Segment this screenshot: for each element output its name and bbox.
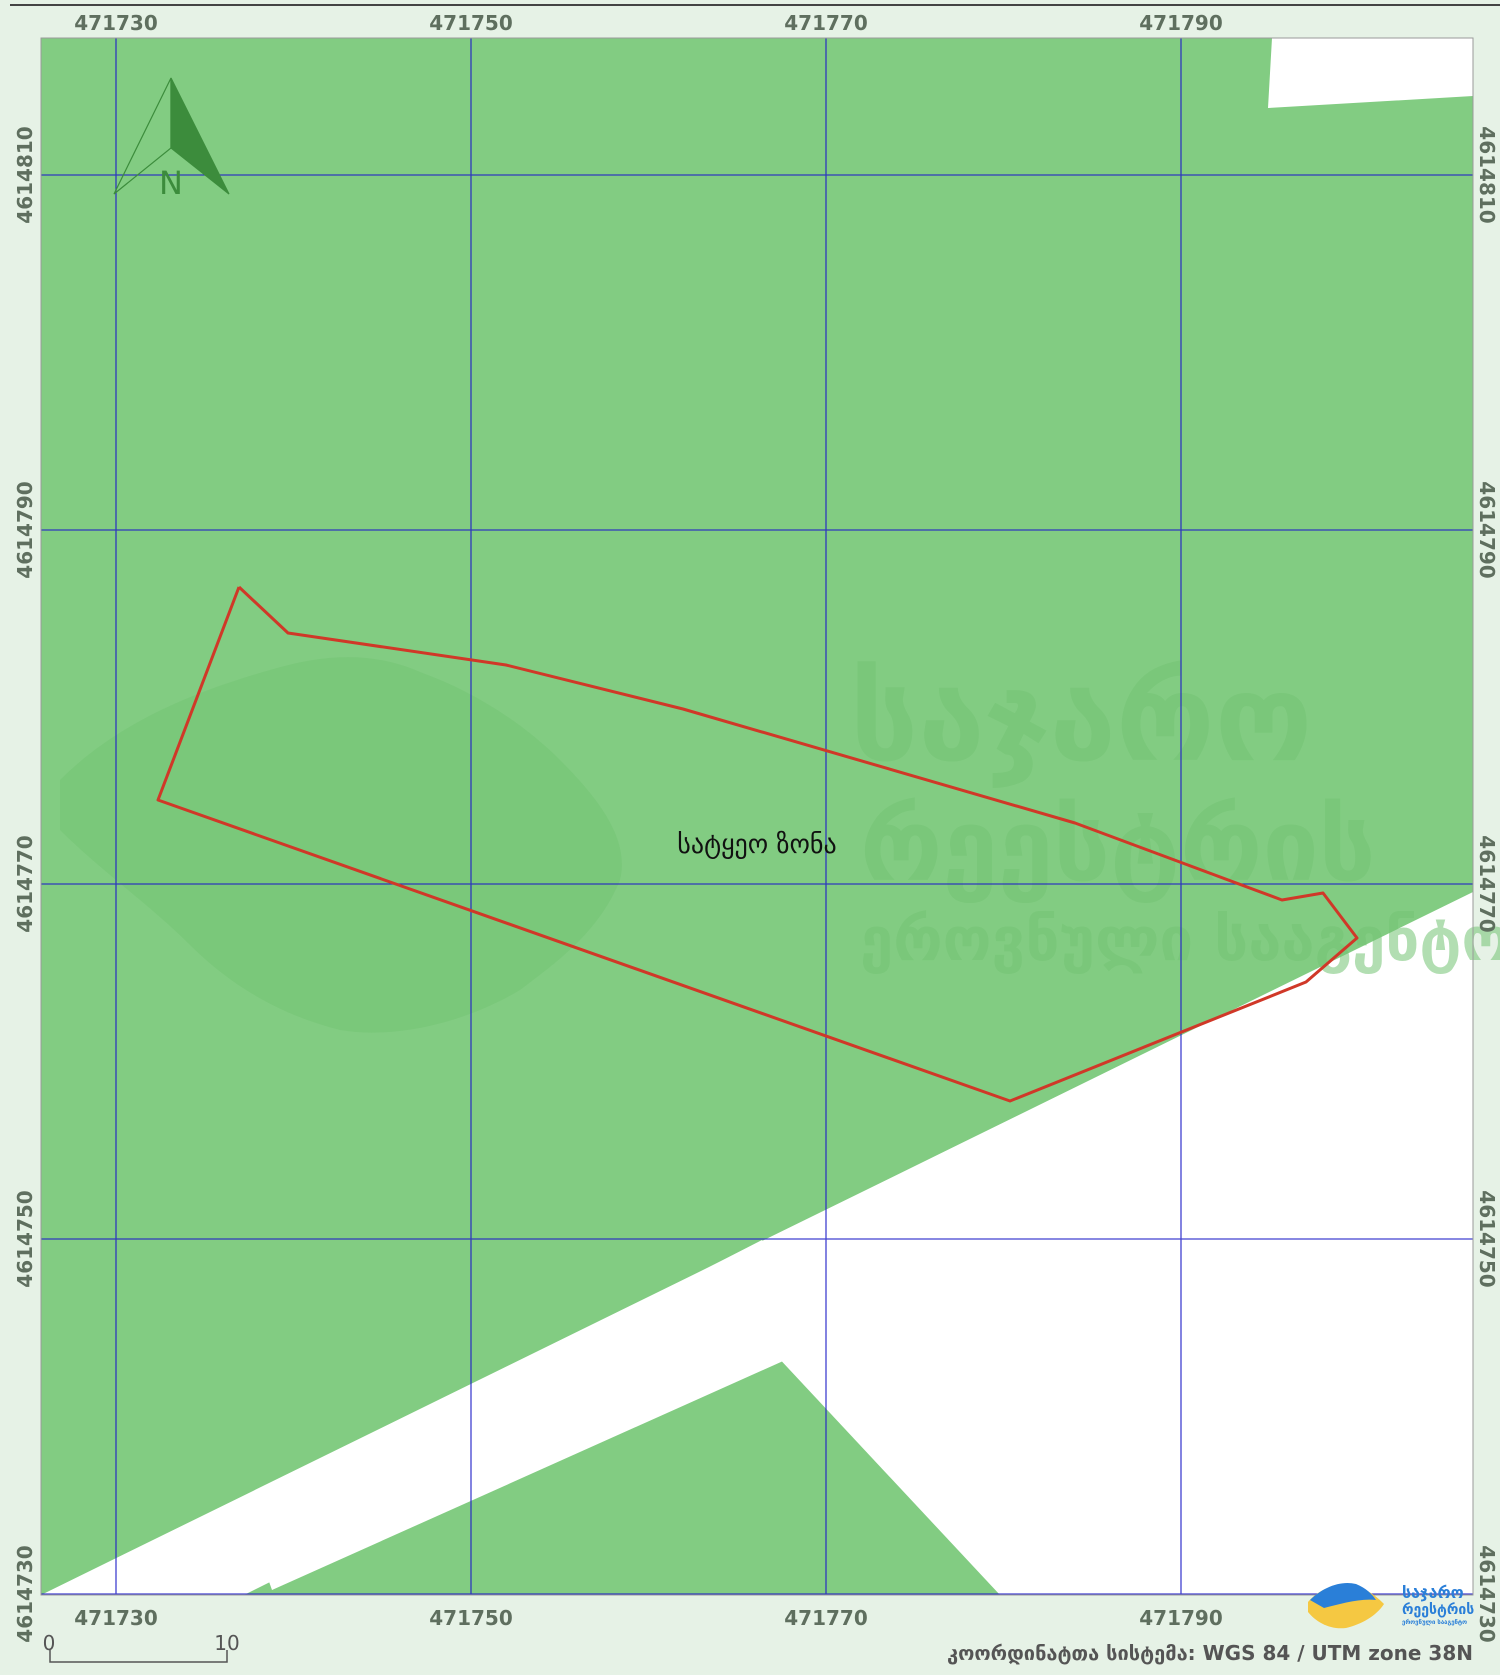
zone-label: სატყეო ზონა xyxy=(677,830,836,860)
easting-label-top: 471750 xyxy=(429,11,513,35)
easting-labels-bottom: 471730 471750 471770 471790 xyxy=(74,1606,1223,1630)
coordinate-grid xyxy=(41,38,1473,1595)
northing-labels-left: 4614810 4614790 4614770 4614750 4614730 xyxy=(13,126,37,1642)
easting-label-top: 471730 xyxy=(74,11,158,35)
forest-area-white-gap xyxy=(242,1240,830,1590)
scale-bar: 0 10 xyxy=(43,1631,240,1663)
easting-label-bottom: 471790 xyxy=(1139,1606,1223,1630)
northing-label-left: 4614770 xyxy=(13,835,37,932)
northing-labels-right: 4614810 4614790 4614770 4614750 4614730 xyxy=(1475,126,1499,1642)
parcel-outline xyxy=(156,585,1359,1103)
agency-logo-line-3: ეროვნული სააგენტო xyxy=(1402,1619,1467,1626)
agency-logo-line-1: საჯარო xyxy=(1402,1583,1464,1602)
northing-label-right: 4614790 xyxy=(1475,481,1499,578)
easting-label-top: 471770 xyxy=(784,11,868,35)
agency-logo: საჯარო რეესტრის ეროვნული სააგენტო xyxy=(1308,1582,1474,1629)
agency-logo-line-2: რეესტრის xyxy=(1402,1602,1474,1618)
watermark-line-1: საჯარო xyxy=(850,650,1312,789)
easting-label-bottom: 471750 xyxy=(429,1606,513,1630)
easting-label-bottom: 471730 xyxy=(74,1606,158,1630)
north-arrow-right-half xyxy=(170,77,230,195)
northing-label-right: 4614730 xyxy=(1475,1545,1499,1642)
forest-area-main xyxy=(41,38,1473,1595)
watermark-line-3: ეროვნული სააგენტო xyxy=(860,905,1500,975)
coordinate-system-text: კოორდინატთა სისტემა: WGS 84 / UTM zone 3… xyxy=(947,1641,1473,1665)
easting-label-bottom: 471770 xyxy=(784,1606,868,1630)
northing-label-right: 4614770 xyxy=(1475,835,1499,932)
easting-label-top: 471790 xyxy=(1139,11,1223,35)
northing-label-right: 4614810 xyxy=(1475,126,1499,223)
easting-labels-top: 471730 471750 471770 471790 xyxy=(74,11,1223,35)
map-canvas-border xyxy=(40,37,1474,1596)
north-arrow-icon: N xyxy=(113,77,230,202)
northing-label-left: 4614790 xyxy=(13,481,37,578)
watermark-georgia-shape xyxy=(60,657,622,1033)
northing-label-left: 4614810 xyxy=(13,126,37,223)
agency-logo-shape-top xyxy=(1310,1582,1376,1608)
map-canvas: საჯარო რეესტრის ეროვნული სააგენტო სატყეო… xyxy=(40,37,1500,1596)
northing-label-left: 4614730 xyxy=(13,1545,37,1642)
northing-label-left: 4614750 xyxy=(13,1190,37,1287)
watermark: საჯარო რეესტრის ეროვნული სააგენტო xyxy=(60,650,1500,1033)
forest-area-south xyxy=(244,1338,1000,1595)
scale-bar-end-label: 10 xyxy=(214,1631,239,1655)
scale-bar-line xyxy=(49,1650,228,1663)
scale-bar-start-label: 0 xyxy=(43,1631,56,1655)
northing-label-right: 4614750 xyxy=(1475,1190,1499,1287)
north-arrow-label: N xyxy=(159,164,183,202)
watermark-line-2: რეესტრის xyxy=(860,787,1376,904)
